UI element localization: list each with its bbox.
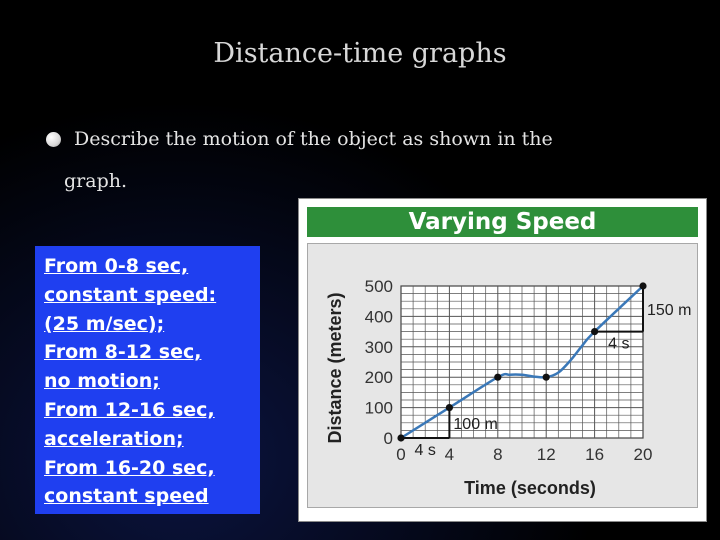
data-point — [397, 434, 405, 442]
answer-line: From 12-16 sec, — [44, 398, 215, 421]
bullet-icon — [46, 132, 61, 147]
x-tick-label: 0 — [396, 445, 405, 464]
answer-line: constant speed — [44, 485, 209, 508]
x-tick-label: 8 — [493, 445, 502, 464]
slide-title: Distance-time graphs — [213, 38, 507, 69]
chart-panel: 0 4 8 12 16 20 0 100 200 300 400 500 Time (seconds) D… — [307, 243, 698, 508]
answer-line: From 0-8 sec, — [44, 255, 189, 277]
y-tick-label: 0 — [384, 429, 393, 448]
bullet-line-1: Describe the motion of the object as sho… — [74, 128, 553, 150]
x-tick-label: 16 — [585, 445, 604, 464]
chart-title: Varying Speed — [307, 207, 698, 237]
chart-frame: Varying Speed 0 4 8 12 16 20 0 100 200 300 400 500 T… — [298, 198, 707, 522]
y-axis-label: Distance (meters) — [325, 292, 345, 443]
answer-line: From 8-12 sec, — [44, 341, 202, 364]
y-tick-label: 300 — [365, 338, 393, 357]
y-tick-label: 100 — [365, 399, 393, 418]
answer-line: From 16-20 sec, — [44, 456, 215, 479]
bullet-text: Describe the motion of the object as sho… — [64, 118, 594, 202]
data-point — [494, 373, 502, 381]
x-tick-label: 20 — [634, 445, 653, 464]
answer-box: From 0-8 sec, constant speed: (25 m/sec)… — [35, 246, 260, 514]
data-point — [639, 282, 647, 290]
answer-line: constant speed: — [44, 283, 217, 306]
x-tick-label: 4 — [445, 445, 454, 464]
annotation-label: 4 s — [415, 442, 436, 459]
data-point — [591, 328, 599, 336]
annotation-label: 100 m — [453, 416, 497, 433]
annotation-label: 150 m — [647, 302, 691, 319]
y-tick-label: 200 — [365, 368, 393, 387]
data-point — [445, 404, 453, 412]
annotation-label: 4 s — [608, 336, 629, 353]
x-axis-label: Time (seconds) — [464, 478, 596, 498]
y-tick-label: 400 — [365, 307, 393, 326]
bullet-line-2: graph. — [64, 170, 128, 192]
data-point — [542, 373, 550, 381]
answer-line: (25 m/sec); — [44, 312, 165, 335]
y-tick-label: 500 — [365, 277, 393, 296]
answer-line: no motion; — [44, 370, 160, 393]
answer-line: acceleration; — [44, 427, 184, 450]
x-tick-label: 12 — [537, 445, 556, 464]
